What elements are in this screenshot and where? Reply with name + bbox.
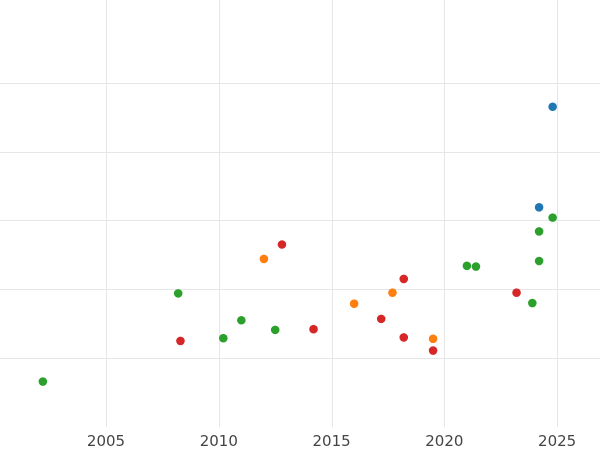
data-point: [528, 298, 537, 308]
data-points: [38, 102, 557, 386]
data-point: [259, 254, 269, 264]
data-point: [534, 256, 544, 266]
data-point: [428, 346, 438, 355]
data-point: [237, 315, 246, 325]
x-tick-label: 2025: [538, 432, 576, 450]
data-point: [399, 274, 409, 284]
data-point: [270, 325, 280, 335]
data-point: [388, 288, 397, 298]
data-point: [277, 240, 287, 249]
data-point: [548, 213, 557, 222]
data-point: [534, 227, 544, 236]
grid-layer: [0, 0, 600, 427]
data-point: [512, 288, 521, 298]
x-tick-label: 2010: [200, 432, 238, 450]
data-point: [219, 333, 228, 343]
x-tick-labels: 2005 2010 2015 2020 2025: [87, 432, 576, 450]
x-tick-label: 2020: [425, 432, 463, 450]
data-point: [534, 203, 544, 212]
data-point: [399, 333, 409, 342]
data-point: [176, 336, 185, 346]
data-point: [38, 377, 48, 386]
data-point: [548, 102, 557, 112]
data-point: [376, 314, 386, 324]
data-point: [471, 262, 481, 271]
data-point: [428, 334, 438, 344]
data-point: [349, 299, 359, 309]
x-tick-label: 2005: [87, 432, 125, 450]
data-point: [462, 261, 472, 271]
data-point: [309, 324, 318, 334]
data-point: [173, 289, 183, 298]
x-tick-label: 2015: [312, 432, 350, 450]
